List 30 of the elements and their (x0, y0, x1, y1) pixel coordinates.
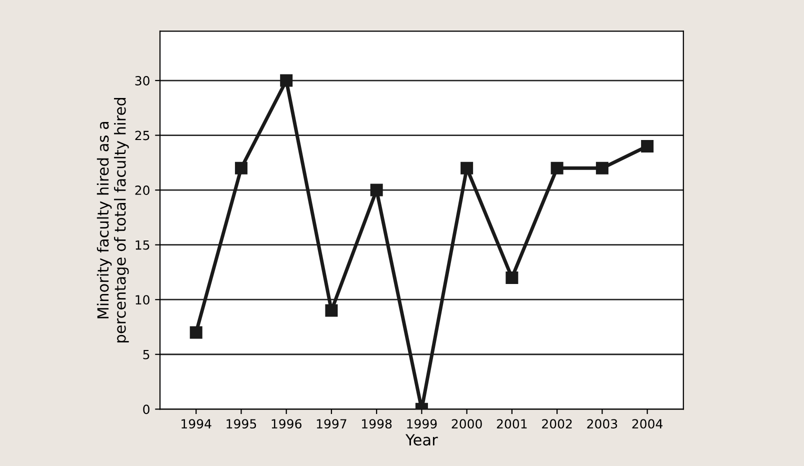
y-tick-label: 20 (135, 186, 150, 195)
x-tick-label: 1998 (362, 419, 392, 429)
point (596, 162, 608, 174)
x-tick-label: 2003 (587, 419, 618, 429)
y-tick-label: 25 (135, 130, 150, 140)
point (280, 74, 293, 87)
x-tick-label: 1995 (226, 419, 256, 429)
x-tick-label: 2004 (632, 419, 663, 429)
y-tick-label: 30 (135, 76, 150, 86)
point (460, 162, 474, 174)
x-tick-label: 2001 (496, 419, 527, 429)
x-tick-label: 1996 (272, 419, 302, 429)
x-tick-label: 2002 (542, 419, 572, 429)
x-tick-label: 1999 (407, 419, 437, 429)
point (370, 184, 383, 196)
point (641, 140, 654, 152)
x-axis-title: Year (405, 434, 438, 446)
x-tick-label: 1997 (316, 419, 346, 429)
y-axis-title: Minority faculty hired as a percentage of total faculty hired (96, 98, 129, 342)
y-tick-label: 5 (143, 350, 150, 360)
point (506, 271, 518, 284)
y-tick-label: 10 (136, 295, 150, 305)
y-tick-label: 15 (136, 240, 150, 250)
y-tick-label: 0 (143, 404, 150, 414)
x-tick-label: 2000 (452, 419, 482, 429)
point (190, 326, 202, 339)
point (234, 162, 248, 174)
point (325, 304, 338, 317)
point (550, 162, 564, 174)
x-tick-label: 1994 (182, 419, 212, 429)
